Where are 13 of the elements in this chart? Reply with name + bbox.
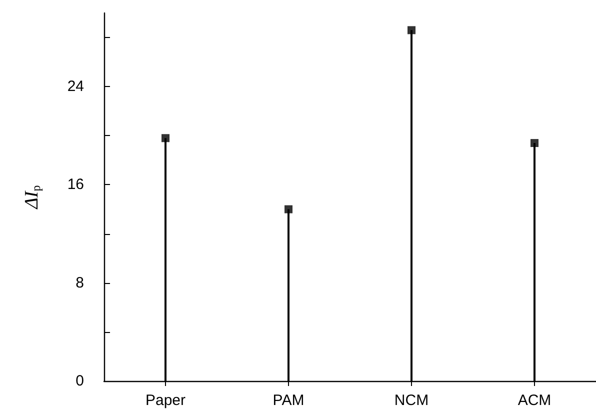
x-tick-label: PAM <box>272 392 304 409</box>
point <box>530 139 538 148</box>
x-tick-label: ACM <box>518 392 552 409</box>
y-tick-label: 8 <box>76 274 84 292</box>
y-axis-title: ΔIp <box>22 185 43 210</box>
point <box>162 134 170 142</box>
x-tick-label: Paper <box>145 392 186 409</box>
y-tick-label: 0 <box>76 372 84 390</box>
y-tick-label: 16 <box>67 176 84 194</box>
y-tick-label: 24 <box>67 78 84 96</box>
point <box>284 205 292 214</box>
point <box>408 26 416 34</box>
x-tick-label: NCM <box>394 392 429 409</box>
